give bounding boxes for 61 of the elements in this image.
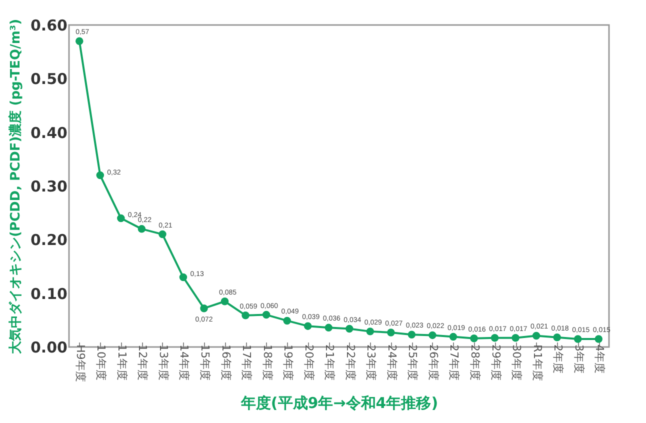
y-tick-label: 0.50 [30, 70, 68, 88]
x-tick-label: 27年度 [448, 344, 461, 380]
y-tick-label: 0.30 [30, 178, 68, 196]
point [346, 324, 354, 333]
point [262, 310, 270, 319]
x-tick-label: 13年度 [156, 344, 170, 380]
x-tick-label: 24年度 [385, 344, 398, 380]
y-tick-label: 0.20 [30, 231, 68, 250]
point [283, 316, 291, 325]
point [470, 334, 478, 342]
point [304, 322, 312, 330]
x-tick-label: 26年度 [426, 344, 440, 380]
point [532, 332, 540, 340]
x-tick-label: 12年度 [136, 344, 150, 380]
x-tick-label: 23年度 [364, 344, 378, 380]
x-tick-label: 15年度 [198, 344, 212, 380]
point [512, 334, 520, 342]
point [387, 328, 395, 336]
x-axis-title: 年度(平成9年→令和4年推移) [240, 394, 438, 412]
y-axis-title: 大気中ダイオキシン(PCDD, PCDF)濃度 (pg-TEQ/m³) [7, 18, 24, 354]
point [117, 214, 125, 222]
point [574, 335, 582, 343]
point [138, 225, 146, 233]
point [76, 37, 84, 45]
point [158, 230, 166, 238]
y-tick-label: 0.10 [30, 284, 68, 303]
x-tick-label: 14年度 [178, 344, 191, 380]
y-tick-label: 0.40 [30, 124, 68, 142]
x-tick-label: 19年度 [282, 344, 295, 380]
y-tick-label: 0.60 [30, 16, 68, 34]
x-tick-label: 22年度 [344, 344, 357, 380]
y-tick-label: 0.00 [30, 338, 68, 356]
x-tick-label: 11年度 [115, 344, 128, 380]
x-tick-label: H9年度 [74, 344, 87, 382]
point [242, 311, 250, 320]
point [428, 331, 436, 340]
point [553, 333, 561, 342]
x-tick-label: R1年度 [530, 344, 544, 382]
x-tick-label: 16年度 [219, 344, 232, 380]
point [490, 334, 499, 342]
x-tick-label: 3年度 [572, 344, 586, 374]
x-tick-label: 2年度 [552, 344, 565, 374]
x-tick-label: 10年度 [94, 344, 108, 380]
point [324, 324, 332, 332]
x-tick-label: 17年度 [240, 344, 254, 380]
point [179, 273, 188, 282]
x-tick-label: 30年度 [510, 344, 524, 380]
x-tick-label: 18年度 [260, 344, 274, 380]
point [220, 298, 229, 306]
x-tick-label: 21年度 [323, 344, 336, 380]
point [408, 330, 416, 339]
x-tick-label: 4年度 [593, 344, 606, 374]
point [96, 171, 104, 180]
x-tick-label: 29年度 [489, 344, 502, 380]
x-tick-label: 28年度 [468, 344, 482, 380]
x-tick-label: 20年度 [302, 344, 316, 380]
point [449, 332, 458, 341]
point [366, 328, 374, 336]
point [594, 335, 602, 343]
x-tick-label: 25年度 [406, 344, 420, 380]
point [200, 304, 208, 312]
